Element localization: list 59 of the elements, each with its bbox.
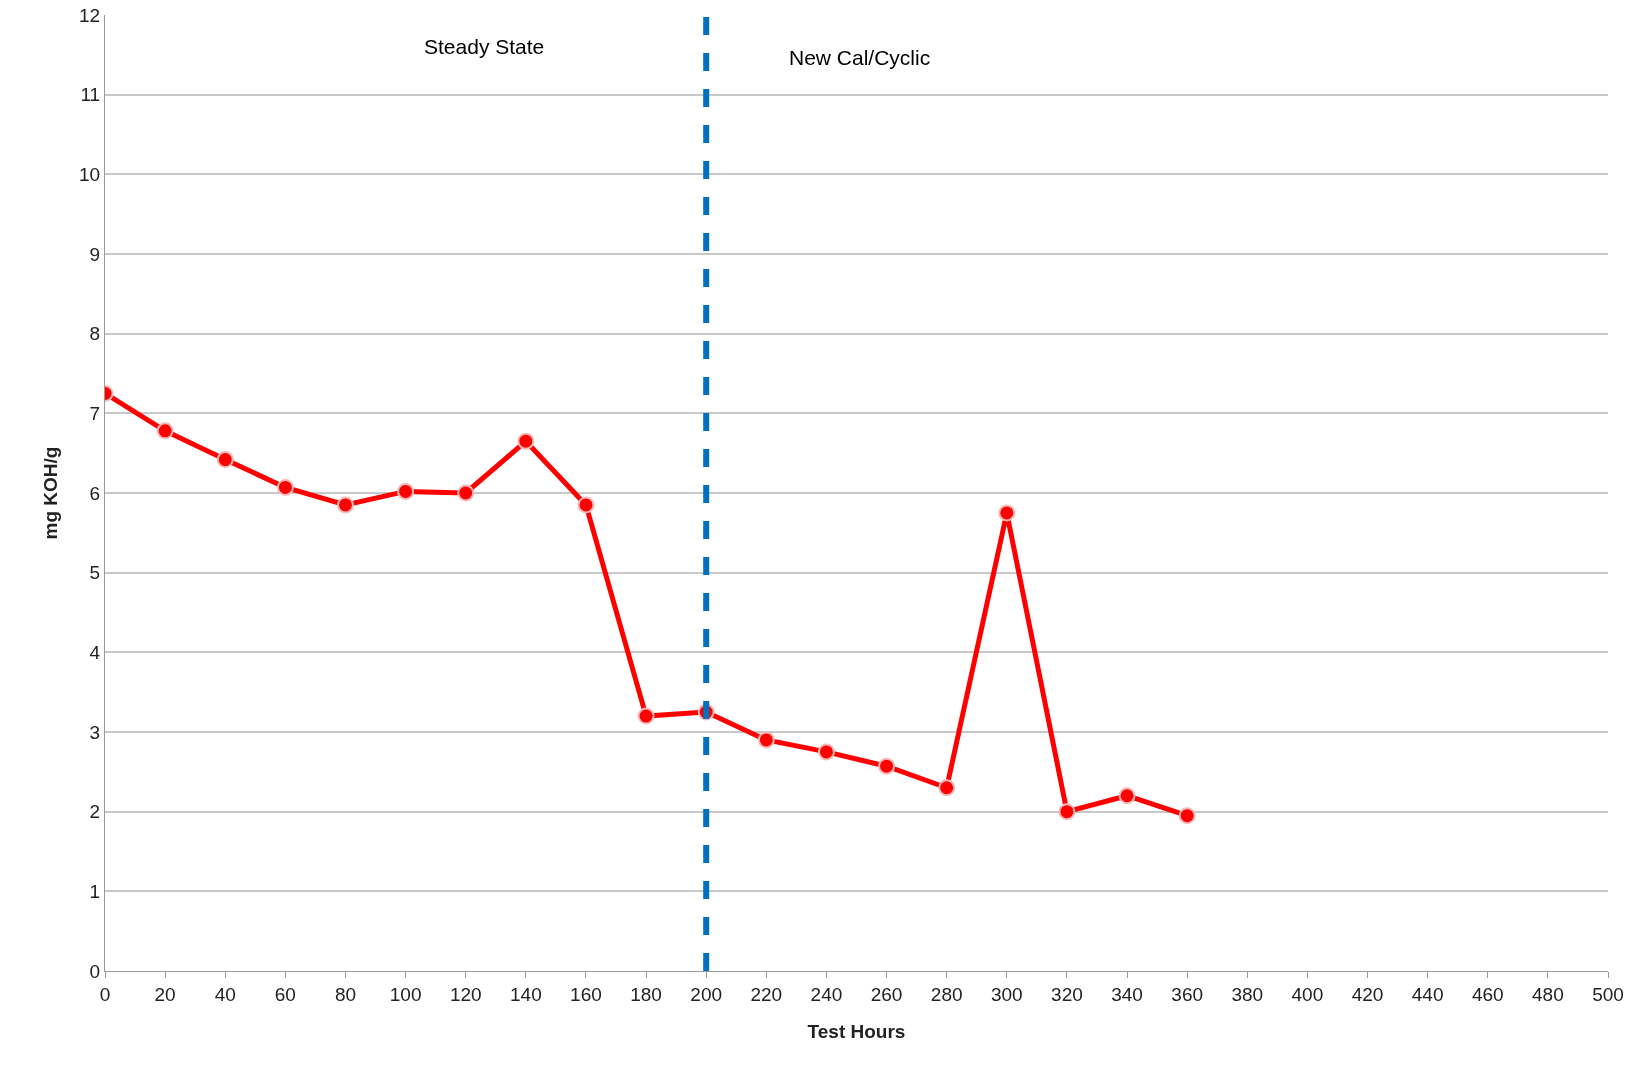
x-tick-label: 140 [509,983,542,1005]
y-tick-label: 11 [80,84,101,106]
y-tick-label: 5 [89,562,101,584]
x-tick-label: 260 [870,983,903,1005]
y-tick-label: 12 [79,4,101,26]
x-tick-label: 120 [449,983,482,1005]
point [637,707,655,725]
x-tick-label: 460 [1471,983,1504,1005]
point [156,422,174,440]
x-tick-label: 500 [1592,983,1624,1005]
y-tick-label: 1 [89,880,101,902]
y-tick-label: 4 [89,641,101,663]
point [1058,803,1076,821]
y-tick-label: 3 [89,721,101,743]
x-tick-label: 280 [930,983,963,1005]
y-tick-label: 6 [89,482,101,504]
x-tick-label: 320 [1051,983,1083,1005]
x-tick-label: 360 [1171,983,1204,1005]
x-tick-label: 480 [1532,983,1564,1005]
x-tick-label: 240 [810,983,843,1005]
y-tick-label: 7 [89,402,101,424]
annotation: New Cal/Cyclic [789,46,931,69]
point [517,432,535,450]
point [577,496,595,514]
x-tick-label: 420 [1351,983,1384,1005]
point [216,451,234,469]
point [397,482,415,500]
x-tick-label: 40 [214,983,236,1005]
y-tick-label: 2 [89,801,101,823]
x-tick-label: 60 [274,983,296,1005]
x-tick-label: 100 [389,983,422,1005]
y-tick-label: 10 [79,163,101,185]
point [1118,787,1136,805]
point [998,504,1016,522]
x-tick-label: 300 [990,983,1023,1005]
y-tick-label: 8 [89,323,101,345]
x-tick-label: 220 [750,983,783,1005]
x-tick-label: 340 [1111,983,1143,1005]
point [878,757,896,775]
x-tick-label: 180 [630,983,662,1005]
annotation: Steady State [424,35,545,58]
y-tick-label: 9 [89,243,101,265]
x-axis-title: Test Hours [807,1021,906,1042]
point [757,731,775,749]
x-tick-label: 380 [1231,983,1264,1005]
x-tick-label: 440 [1411,983,1444,1005]
point [336,496,354,514]
point [817,743,835,761]
x-tick-label: 80 [334,983,357,1005]
y-tick-label: 0 [89,960,101,982]
y-axis-title: mg KOH/g [40,446,61,540]
point [1178,807,1196,825]
x-tick-label: 200 [690,983,723,1005]
point [457,484,475,502]
x-tick-label: 400 [1291,983,1324,1005]
point [938,779,956,797]
point [276,478,294,496]
x-tick-label: 160 [570,983,602,1005]
x-tick-label: 20 [154,983,176,1005]
